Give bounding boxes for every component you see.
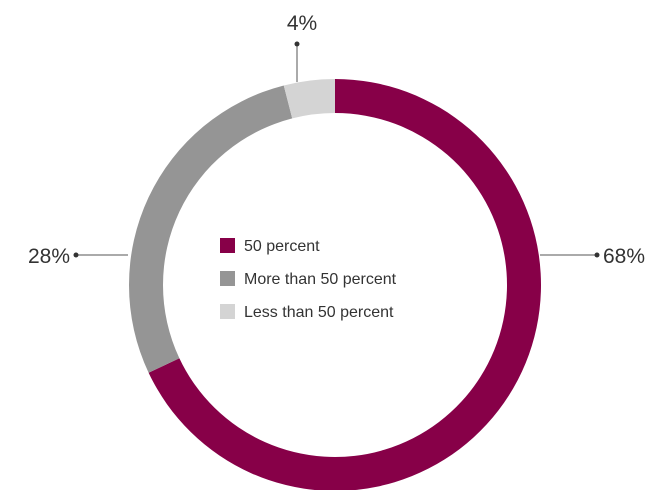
- legend-label-3: Less than 50 percent: [244, 304, 394, 321]
- legend-swatch-2: [220, 271, 235, 286]
- legend-swatch-3: [220, 304, 235, 319]
- donut-slice-3: [283, 79, 335, 119]
- leader-dot-2: [73, 252, 79, 258]
- leader-dot-1: [594, 252, 600, 258]
- donut-slice-2: [128, 85, 293, 373]
- legend-swatch-1: [220, 238, 235, 253]
- value-labels: 68% 28% 4%: [28, 12, 645, 268]
- value-label-2: 28%: [28, 245, 70, 268]
- leader-dot-3: [294, 41, 300, 47]
- donut-slices: [128, 79, 541, 491]
- leader-lines: [73, 41, 600, 258]
- legend-label-1: 50 percent: [244, 238, 320, 255]
- value-label-1: 68%: [603, 245, 645, 268]
- legend: 50 percent More than 50 percent Less than …: [220, 238, 397, 321]
- value-label-3: 4%: [287, 12, 317, 35]
- legend-label-2: More than 50 percent: [244, 271, 397, 288]
